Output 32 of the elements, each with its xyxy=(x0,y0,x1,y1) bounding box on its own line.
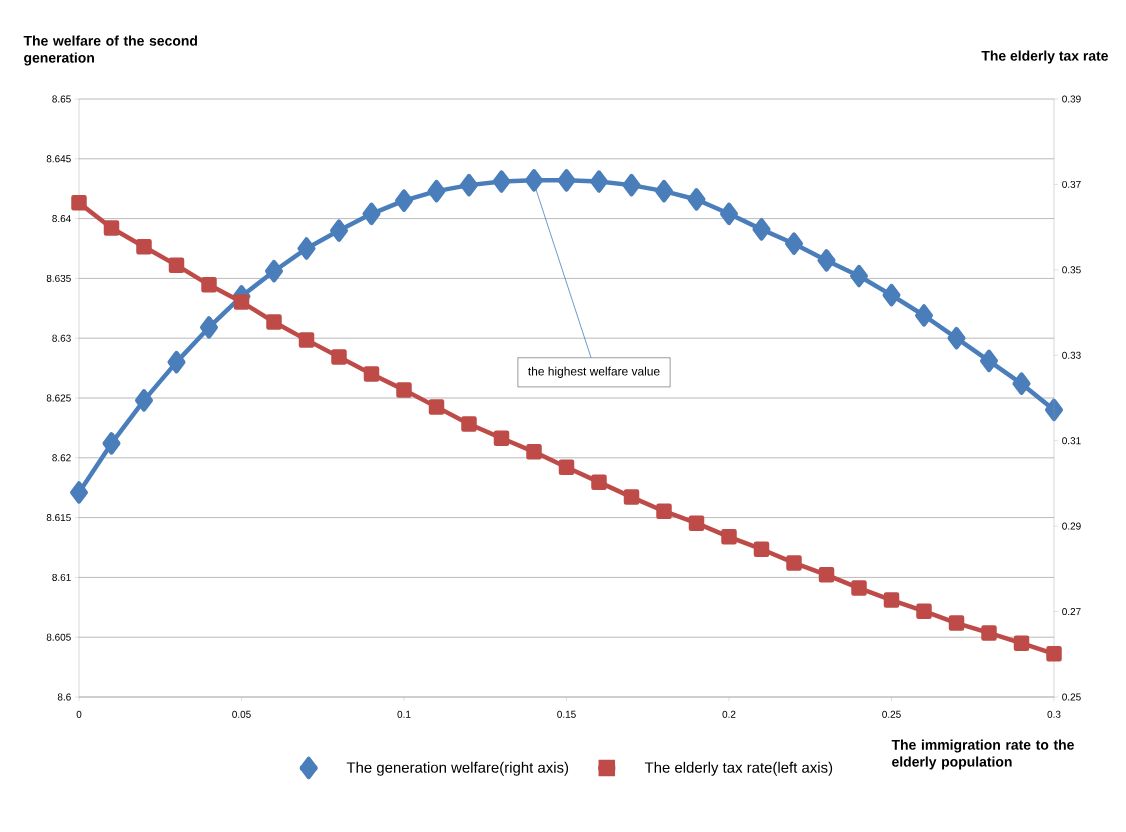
y2-tick-label: 0.37 xyxy=(1062,180,1081,188)
y-tick-label: 8.635 xyxy=(46,274,71,282)
y-tick-label: 8.625 xyxy=(46,394,71,402)
y2-tick-label: 0.33 xyxy=(1062,351,1081,359)
y2-tick-label: 0.27 xyxy=(1062,608,1081,616)
y2-tick-label: 0.29 xyxy=(1062,522,1081,530)
x-tick-label: 0.05 xyxy=(232,710,251,718)
y2-tick-label: 0.25 xyxy=(1062,693,1081,701)
y-tick-label: 8.615 xyxy=(46,514,71,522)
x-tick-label: 0.25 xyxy=(882,710,901,718)
y-tick-label: 8.61 xyxy=(52,573,71,581)
y-axis-title: The welfare of the second generation xyxy=(23,35,197,66)
y2-tick-label: 0.31 xyxy=(1062,437,1081,445)
x-tick-label: 0.1 xyxy=(397,710,411,718)
y-tick-label: 8.645 xyxy=(46,155,71,163)
y-tick-label: 8.605 xyxy=(46,633,71,641)
y-tick-label: 8.65 xyxy=(52,95,71,103)
y2-tick-label: 0.35 xyxy=(1062,266,1081,274)
x-tick-label: 0.15 xyxy=(557,710,576,718)
legend-label: The elderly tax rate(left axis) xyxy=(644,761,833,776)
legend-label: The generation welfare(right axis) xyxy=(346,761,569,776)
y2-tick-label: 0.39 xyxy=(1062,95,1081,103)
x-tick-label: 0.3 xyxy=(1047,710,1061,718)
y2-axis-title: The elderly tax rate xyxy=(981,50,1108,64)
x-tick-label: 0 xyxy=(76,710,82,718)
y-tick-label: 8.64 xyxy=(52,215,71,223)
y-tick-label: 8.62 xyxy=(52,454,71,462)
x-tick-label: 0.2 xyxy=(722,710,736,718)
y-tick-label: 8.63 xyxy=(52,334,71,342)
annotation: the highest welfare value xyxy=(528,366,660,378)
y-tick-label: 8.6 xyxy=(57,693,71,701)
x-axis-title: The immigration rate to the elderly population xyxy=(891,739,1074,770)
